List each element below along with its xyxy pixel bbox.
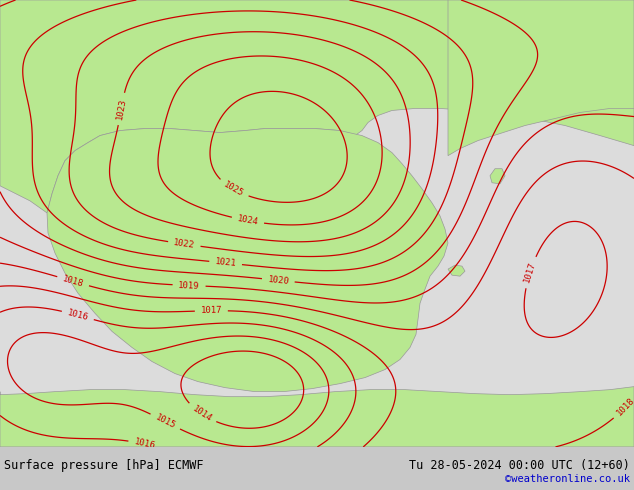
Polygon shape xyxy=(448,265,465,276)
Polygon shape xyxy=(448,0,634,156)
Text: ©weatheronline.co.uk: ©weatheronline.co.uk xyxy=(505,473,630,484)
Text: Tu 28-05-2024 00:00 UTC (12+60): Tu 28-05-2024 00:00 UTC (12+60) xyxy=(409,459,630,472)
Text: 1017: 1017 xyxy=(522,261,538,284)
Text: 1020: 1020 xyxy=(267,275,290,286)
Text: 1021: 1021 xyxy=(214,257,236,269)
Text: 1016: 1016 xyxy=(67,308,89,322)
Text: 1018: 1018 xyxy=(61,274,85,289)
Polygon shape xyxy=(47,128,448,392)
Text: 1017: 1017 xyxy=(200,306,222,316)
Text: Surface pressure [hPa] ECMWF: Surface pressure [hPa] ECMWF xyxy=(4,459,204,472)
Text: 1022: 1022 xyxy=(173,238,196,250)
Text: 1016: 1016 xyxy=(133,438,156,451)
Text: 1014: 1014 xyxy=(190,404,213,423)
Text: 1015: 1015 xyxy=(153,413,177,431)
Text: 1024: 1024 xyxy=(236,214,259,227)
Polygon shape xyxy=(490,169,505,184)
Polygon shape xyxy=(0,387,634,447)
Polygon shape xyxy=(0,0,634,213)
Text: 1025: 1025 xyxy=(222,180,245,198)
Text: 1019: 1019 xyxy=(178,280,200,291)
Text: 1023: 1023 xyxy=(115,98,127,121)
Text: 1018: 1018 xyxy=(615,396,634,417)
